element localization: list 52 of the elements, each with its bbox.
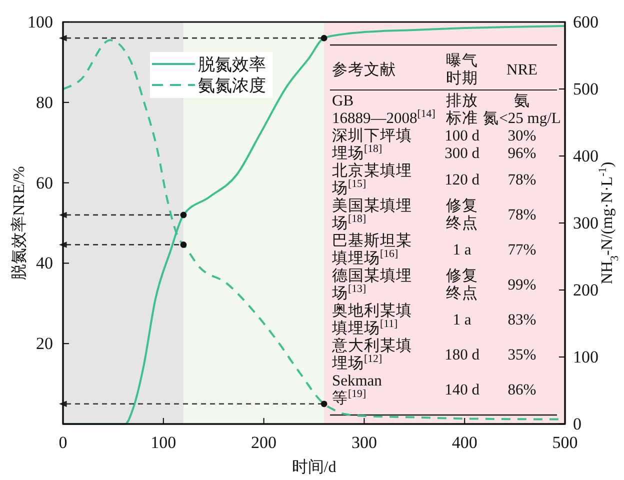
y2-tick-label: 100 [573, 347, 598, 366]
annotation: 修复终点 [446, 268, 478, 302]
annotation: 1 a [452, 241, 472, 258]
annotation: NRE [506, 61, 538, 78]
annotation: 77% [508, 241, 536, 258]
y-tick-label: 40 [36, 254, 53, 273]
annotation: 83% [508, 311, 536, 328]
annotation: 参考文献 [332, 60, 396, 78]
annotation: 深圳下坪填埋场$^{[18]}$ [331, 126, 412, 162]
legend-label: 氨氮浓度 [198, 76, 266, 95]
annotation: 30% 96% [508, 128, 536, 162]
x-tick-label: 0 [58, 433, 68, 452]
y2-tick-label: 400 [573, 146, 598, 166]
y2-tick-label: 0 [573, 414, 582, 434]
annotation: 德国某填埋场$^{[13]}$ [331, 266, 412, 302]
y-tick-label: 20 [36, 334, 53, 354]
y2-tick-label: 200 [573, 280, 598, 300]
annotation: 100 d 300 d [444, 128, 480, 162]
annotation: 奥地利某填填埋场$^{[11]}$ [331, 302, 412, 337]
annotation: 氨氮<25 mg/L [483, 92, 561, 127]
annotation: 美国某填埋场$^{[18]}$ [331, 196, 412, 232]
x-tick-label: 400 [452, 433, 478, 452]
annotation: 1 a [452, 311, 472, 328]
annotation: 180 d [444, 346, 480, 364]
x-tick-label: 200 [251, 433, 277, 452]
y-tick-label: 60 [36, 173, 53, 192]
y2-tick-label: 300 [573, 213, 598, 232]
y2-tick-label: 500 [573, 79, 598, 98]
x-axis-title: 时间/d [292, 458, 336, 476]
annotation: 修复终点 [446, 198, 478, 232]
y2-tick-label: 600 [573, 12, 598, 32]
annotation: 78% [508, 206, 536, 224]
annotation: GB 16889—2008$^{[14]}$ [332, 92, 436, 127]
annotation: 意大利某填埋场$^{[12]}$ [331, 336, 412, 372]
annotation: 86% [508, 381, 536, 398]
x-tick-label: 100 [150, 433, 176, 452]
annotation: 北京某填埋场$^{[15]}$ [331, 162, 412, 197]
annotation: 35% [508, 346, 536, 364]
y-tick-label: 80 [36, 92, 53, 112]
x-tick-label: 500 [552, 433, 578, 452]
legend-label: 脱氮效率 [198, 55, 266, 74]
annotation: 曝气时期 [446, 52, 478, 87]
annotation: 排放标准 [445, 92, 478, 127]
annotation: 140 d [444, 381, 480, 398]
annotation: 99% [508, 276, 536, 294]
annotation: Sekman等$^{[19]}$ [332, 372, 382, 407]
y-tick-label: 100 [28, 12, 53, 32]
annotation: 78% [508, 171, 536, 188]
annotation: 120 d [444, 171, 480, 188]
annotation: 巴基斯坦某填埋场$^{[16]}$ [331, 232, 412, 267]
x-tick-label: 300 [351, 433, 377, 452]
y-axis-title: 脱氮效率NRE/% [10, 166, 28, 280]
